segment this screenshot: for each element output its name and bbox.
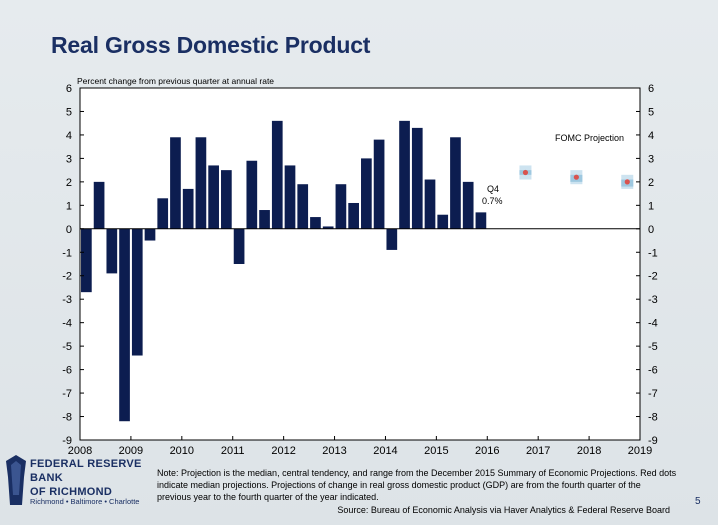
- projection-median-2018: [624, 179, 630, 185]
- chart-note: Note: Projection is the median, central …: [157, 468, 677, 502]
- bar-2011Q3: [259, 210, 270, 229]
- x-axis: 2008 2009 2010 2011 2012 2013 2014 2015 2016 2017…: [68, 436, 652, 457]
- bar-2008Q1: [81, 228, 92, 293]
- y-tick-label-right: -5: [648, 341, 658, 353]
- bar-2014Q3: [411, 127, 423, 229]
- x-tick-label: 2013: [322, 445, 346, 457]
- x-tick-label: 2008: [68, 445, 92, 457]
- y-tick-label-right: 3: [648, 153, 654, 165]
- bar-2009Q3: [157, 198, 169, 229]
- y-tick-label-left: 0: [66, 224, 72, 236]
- y-tick-label-right: 1: [648, 200, 654, 212]
- bar-2010Q4: [221, 170, 232, 229]
- y-tick-label-left: 4: [66, 130, 72, 142]
- x-tick-label: 2017: [526, 445, 550, 457]
- logo-name-line2: OF RICHMOND: [30, 486, 113, 498]
- bar-2008Q2: [93, 181, 105, 229]
- y-tick-label-right: -8: [648, 412, 658, 424]
- x-tick-label: 2011: [221, 445, 245, 457]
- y-tick-label-left: -2: [62, 271, 72, 283]
- bar-2008Q3: [106, 228, 118, 274]
- x-tick-label: 2015: [424, 445, 448, 457]
- y-tick-label-left: 3: [66, 153, 72, 165]
- y-tick-label-left: 1: [66, 200, 72, 212]
- y-tick-label-right: -6: [648, 365, 658, 377]
- y-tick-label-left: 6: [66, 83, 72, 95]
- bar-2009Q4: [170, 137, 181, 229]
- y-tick-label-left: -6: [62, 365, 72, 377]
- x-tick-label: 2010: [170, 445, 194, 457]
- bar-2014Q2: [399, 120, 410, 229]
- eagle-emblem-icon: [6, 455, 26, 505]
- bar-2012Q3: [310, 217, 321, 229]
- y-tick-label-left: 5: [66, 106, 72, 118]
- y-tick-label-right: -1: [648, 247, 658, 259]
- y-axis-label: Percent change from previous quarter at …: [77, 76, 274, 86]
- bar-2013Q2: [348, 202, 359, 229]
- y-tick-label-left: -1: [62, 247, 72, 259]
- y-tick-label-left: -3: [62, 294, 72, 306]
- y-tick-label-left: -4: [62, 318, 72, 330]
- projection-label: FOMC Projection: [555, 133, 624, 143]
- y-axis-right: 6 5 4 3 2 1 0 -1 -2 -3 -4 -5 -6 -7 -8 -9: [636, 83, 658, 447]
- x-tick-label: 2019: [628, 445, 652, 457]
- bar-2012Q1: [284, 165, 296, 229]
- y-tick-label-right: 0: [648, 224, 654, 236]
- bar-2011Q1: [233, 228, 245, 264]
- bar-2008Q4: [119, 228, 130, 422]
- bar-2009Q2: [144, 228, 156, 241]
- bar-2014Q4: [424, 179, 436, 229]
- y-tick-label-left: -9: [62, 435, 72, 447]
- y-tick-label-right: 6: [648, 83, 654, 95]
- bar-2011Q4: [271, 120, 283, 229]
- bar-2015Q1: [437, 214, 449, 229]
- y-tick-label-left: -8: [62, 412, 72, 424]
- annotation-q4: Q4: [487, 184, 499, 194]
- y-tick-label-right: -7: [648, 388, 658, 400]
- y-tick-label-right: 2: [648, 177, 654, 189]
- y-tick-label-left: -5: [62, 341, 72, 353]
- bar-2015Q4: [475, 212, 487, 229]
- x-tick-label: 2009: [119, 445, 143, 457]
- y-tick-label-right: -2: [648, 271, 658, 283]
- bar-2015Q2: [450, 137, 461, 229]
- y-tick-label-right: -3: [648, 294, 658, 306]
- projection-median-2016: [522, 169, 529, 176]
- y-tick-label-left: 2: [66, 177, 72, 189]
- bar-2011Q2: [246, 160, 258, 229]
- y-tick-label-right: 4: [648, 130, 654, 142]
- bar-2015Q3: [462, 181, 474, 229]
- bar-2014Q1: [386, 228, 398, 250]
- bar-2010Q3: [208, 165, 219, 229]
- page-title: Real Gross Domestic Product: [51, 32, 371, 58]
- y-tick-label-right: -4: [648, 318, 658, 330]
- x-tick-label: 2014: [373, 445, 397, 457]
- x-tick-label: 2018: [577, 445, 601, 457]
- logo-name: FEDERAL RESERVE BANK OF RICHMOND: [30, 457, 152, 499]
- y-axis-left: 6 5 4 3 2 1 0 -1 -2 -3 -4 -5 -6 -7 -8 -9: [62, 83, 84, 447]
- bar-group: [81, 120, 487, 422]
- bar-2010Q2: [195, 137, 207, 229]
- annotation-value: 0.7%: [482, 196, 503, 206]
- y-tick-label-right: -9: [648, 435, 658, 447]
- bar-2013Q1: [335, 184, 347, 229]
- x-tick-label: 2016: [475, 445, 499, 457]
- y-tick-label-right: 5: [648, 106, 654, 118]
- bar-2012Q2: [297, 184, 309, 229]
- y-tick-label-left: -7: [62, 388, 72, 400]
- x-tick-label: 2012: [271, 445, 295, 457]
- chart-source: Source: Bureau of Economic Analysis via …: [337, 505, 670, 515]
- bar-2013Q3: [361, 158, 372, 229]
- logo-cities: Richmond • Baltimore • Charlotte: [30, 497, 140, 506]
- bar-2010Q1: [182, 188, 194, 229]
- bar-2013Q4: [373, 139, 385, 229]
- bar-2012Q4: [322, 226, 334, 229]
- projection-group: [519, 165, 634, 189]
- logo-name-line1: FEDERAL RESERVE BANK: [30, 458, 142, 484]
- projection-median-2017: [573, 174, 579, 180]
- page-number: 5: [695, 496, 701, 507]
- bar-2009Q1: [131, 228, 143, 356]
- fed-richmond-logo: FEDERAL RESERVE BANK OF RICHMOND Richmon…: [4, 455, 154, 523]
